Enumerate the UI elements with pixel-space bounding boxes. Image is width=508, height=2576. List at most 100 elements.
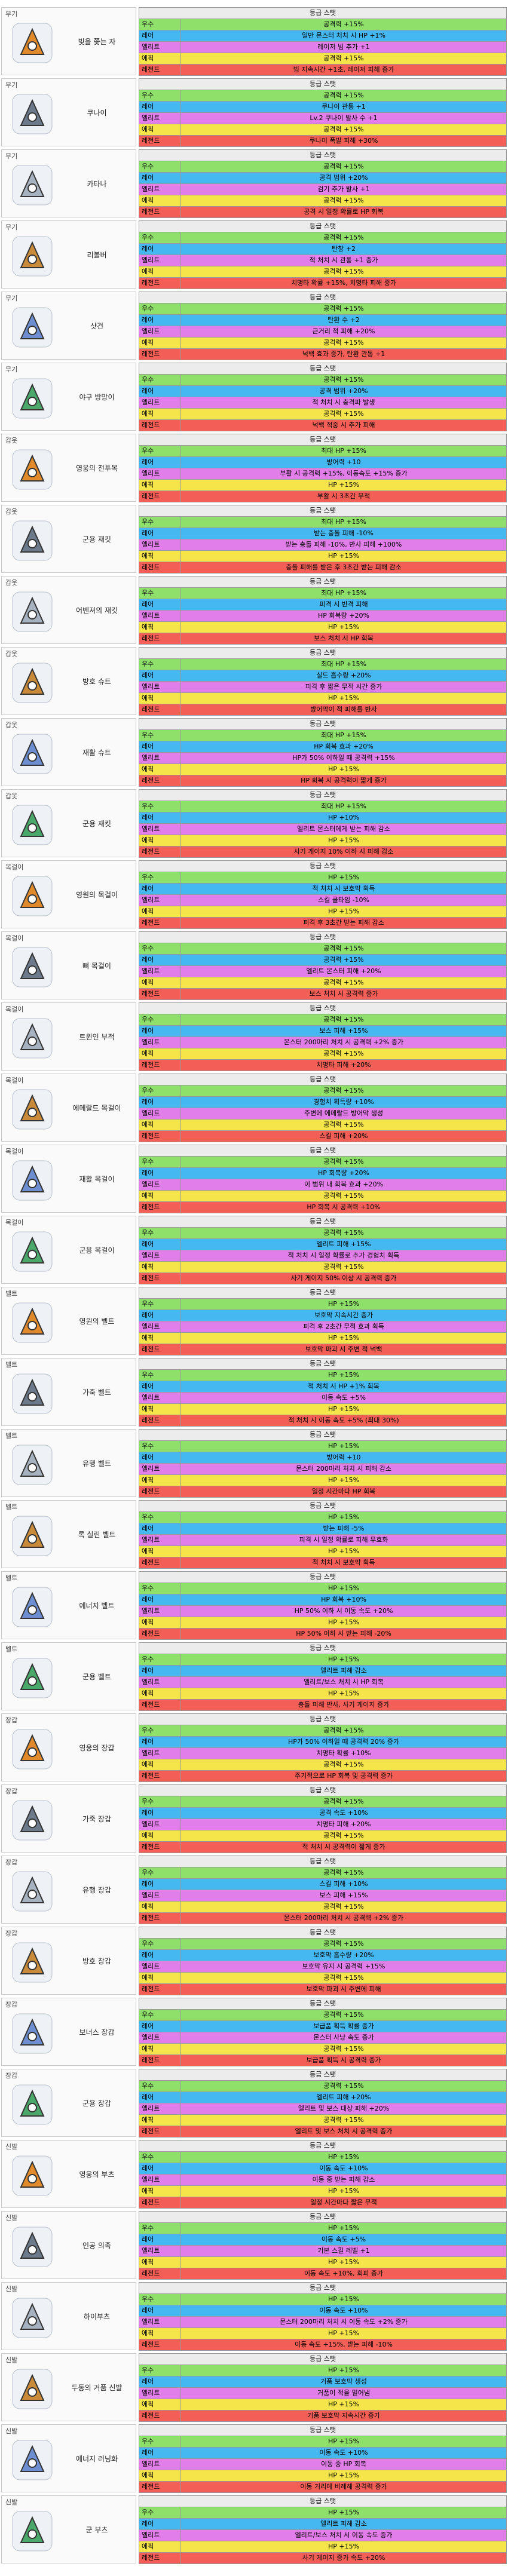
item-icon: [12, 2511, 53, 2552]
stat-table: 등급 스탯 우수 최대 HP +15% 레어 실드 흡수량 +20% 엘리트 피격 후 짧은…: [139, 647, 507, 716]
item-icon: [12, 2440, 53, 2480]
item-name: 영웅의 장갑: [79, 1744, 115, 1752]
item-panel: 목걸이 트윈인 부적: [1, 1002, 136, 1071]
item-panel: 목걸이 뼈 목걸이: [1, 931, 136, 999]
grade-effect: 보스 피해 +15%: [319, 1891, 368, 1899]
stat-table: 등급 스탯 우수 HP +15% 레어 적 처치 시 HP +1% 회복 엘리트 이동 속도…: [139, 1358, 507, 1427]
stat-row: 우수 공격력 +15%: [139, 2080, 506, 2092]
grade-effect: HP가 50% 이하일 때 공격력 20% 증가: [288, 1738, 399, 1746]
stat-row: 레어 이동 속도 +10%: [139, 2447, 506, 2458]
stat-row: 에픽 공격력 +15%: [139, 2043, 506, 2054]
item-icon: [12, 1658, 53, 1698]
grade-effect: 공격력 +15%: [323, 1263, 364, 1271]
stat-row: 엘리트 부활 시 공격력 +15%, 이동속도 +15% 증가: [139, 468, 506, 479]
item-category: 벨트: [5, 1432, 18, 1440]
stat-header: 등급 스탯: [139, 1003, 506, 1014]
grade-label: 레어: [139, 173, 181, 183]
grade-label: 에픽: [139, 2399, 181, 2410]
item-icon: [12, 805, 53, 845]
grade-label: 에픽: [139, 906, 181, 917]
grade-effect: HP +15%: [328, 1371, 360, 1379]
grade-label: 우수: [139, 2152, 181, 2163]
grade-effect: 몬스터 200마리 처치 시 이동 속도 +2% 증가: [280, 2318, 408, 2326]
item-category: 목걸이: [5, 1005, 24, 1013]
item-block: 무기 빛을 쫓는 자 등급 스탯 우수 공격력 +15% 레어 일반 몬스터 처치 시 H…: [0, 7, 508, 76]
stat-row: 우수 최대 HP +15%: [139, 516, 506, 528]
stat-row: 레전드 치명타 확률 +15%, 치명타 피해 증가: [139, 277, 506, 289]
item-name: 가죽 벨트: [82, 1388, 111, 1397]
grade-label: 우수: [139, 19, 181, 30]
grade-label: 엘리트: [139, 1393, 181, 1403]
grade-effect: 공격력 +15%: [323, 979, 364, 986]
item-name: 샷건: [90, 322, 104, 330]
grade-label: 엘리트: [139, 2246, 181, 2256]
item-category: 갑옷: [5, 437, 18, 444]
stat-row: 레어 공격 범위 +20%: [139, 385, 506, 397]
stat-row: 에픽 공격력 +15%: [139, 1048, 506, 1059]
grade-effect: 기본 스킬 레벨 +1: [317, 2247, 370, 2255]
grade-label: 엘리트: [139, 1819, 181, 1830]
grade-label: 레전드: [139, 65, 181, 75]
stat-row: 에픽 HP +15%: [139, 692, 506, 704]
item-category: 벨트: [5, 1361, 18, 1369]
grade-label: 레전드: [139, 2482, 181, 2492]
grade-label: 엘리트: [139, 1250, 181, 1261]
stat-header: 등급 스탯: [139, 79, 506, 90]
item-name: 빛을 쫓는 자: [78, 38, 116, 46]
grade-effect: Lv.2 쿠나이 발사 수 +1: [310, 114, 378, 122]
header-text: 등급 스탯: [310, 1644, 336, 1652]
item-panel: 신발 하이부츠: [1, 2282, 136, 2350]
grade-effect: HP +15%: [328, 2366, 360, 2374]
stat-row: 레전드 적 처치 시 이동 속도 +5% (최대 30%): [139, 1415, 506, 1426]
item-name: 쿠나이: [87, 109, 107, 117]
grade-label: 우수: [139, 2223, 181, 2234]
grade-label: 레전드: [139, 278, 181, 289]
item-icon: [12, 23, 53, 63]
grade-effect: 엘리트 피해 감소: [320, 2520, 367, 2528]
grade-label: 엘리트: [139, 468, 181, 479]
item-block: 벨트 군용 벨트 등급 스탯 우수 HP +15% 레어 엘리트 피해 감소 엘리트 엘리트/…: [0, 1642, 508, 1711]
grade-label: 우수: [139, 588, 181, 599]
grade-label: 우수: [139, 2507, 181, 2518]
header-text: 등급 스탯: [310, 1502, 336, 1510]
grade-effect: 방어막이 적 피해를 반사: [310, 706, 377, 713]
grade-effect: 엘리트 몬스터에게 받는 피해 감소: [297, 825, 390, 833]
item-icon: [12, 1800, 53, 1841]
stat-row: 우수 HP +15%: [139, 2365, 506, 2376]
header-text: 등급 스탯: [310, 1786, 336, 1794]
stat-row: 레어 쿠나이 관통 +1: [139, 101, 506, 112]
grade-effect: 몬스터 사냥 속도 증가: [313, 2034, 374, 2041]
grade-effect: 이동 속도 +10%, 회피 증가: [304, 2270, 384, 2277]
item-panel: 벨트 록 실린 벨트: [1, 1500, 136, 1568]
stat-row: 에픽 HP +15%: [139, 1617, 506, 1628]
stat-row: 레전드 거품 보호막 지속시간 증가: [139, 2410, 506, 2421]
grade-label: 우수: [139, 1654, 181, 1665]
grade-label: 에픽: [139, 2186, 181, 2197]
stat-row: 우수 최대 HP +15%: [139, 658, 506, 670]
stat-header: 등급 스탯: [139, 1714, 506, 1725]
grade-label: 엘리트: [139, 539, 181, 550]
stat-row: 레전드 이동 거리에 비례해 공격력 증가: [139, 2481, 506, 2492]
header-text: 등급 스탯: [310, 1004, 336, 1012]
grade-effect: 사기 게이지 10% 이하 시 피해 감소: [293, 848, 394, 855]
stat-row: 엘리트 보스 피해 +15%: [139, 1890, 506, 1901]
item-icon: [12, 1871, 53, 1912]
stat-row: 우수 공격력 +15%: [139, 943, 506, 954]
grade-label: 에픽: [139, 622, 181, 633]
grade-label: 레어: [139, 2448, 181, 2458]
grade-effect: 탄창 +2: [332, 245, 356, 253]
grade-effect: 엘리트/보스 처치 시 HP 회복: [304, 1678, 384, 1686]
item-block: 장갑 영웅의 장갑 등급 스탯 우수 공격력 +15% 레어 HP가 50% 이하일 때 …: [0, 1713, 508, 1782]
stat-header: 등급 스탯: [139, 1358, 506, 1369]
grade-effect: HP 회복량 +20%: [318, 612, 369, 620]
item-icon: [12, 1587, 53, 1627]
grade-label: 에픽: [139, 2541, 181, 2552]
grade-effect: 적 처치 시 충격파 발생: [312, 398, 375, 406]
item-panel: 목걸이 군용 목걸이: [1, 1216, 136, 1284]
stat-row: 레전드 사기 게이지 10% 이하 시 피해 감소: [139, 846, 506, 857]
stat-header: 등급 스탯: [139, 1998, 506, 2009]
item-block: 목걸이 재활 목걸이 등급 스탯 우수 공격력 +15% 레어 HP 회복량 +20% 엘리…: [0, 1145, 508, 1213]
grade-effect: 받는 충돌 피해 -10%: [314, 529, 374, 537]
grade-effect: 주변에 에메랄드 방어막 생성: [304, 1109, 383, 1117]
grade-effect: 이동 속도 +5%: [321, 2235, 366, 2243]
